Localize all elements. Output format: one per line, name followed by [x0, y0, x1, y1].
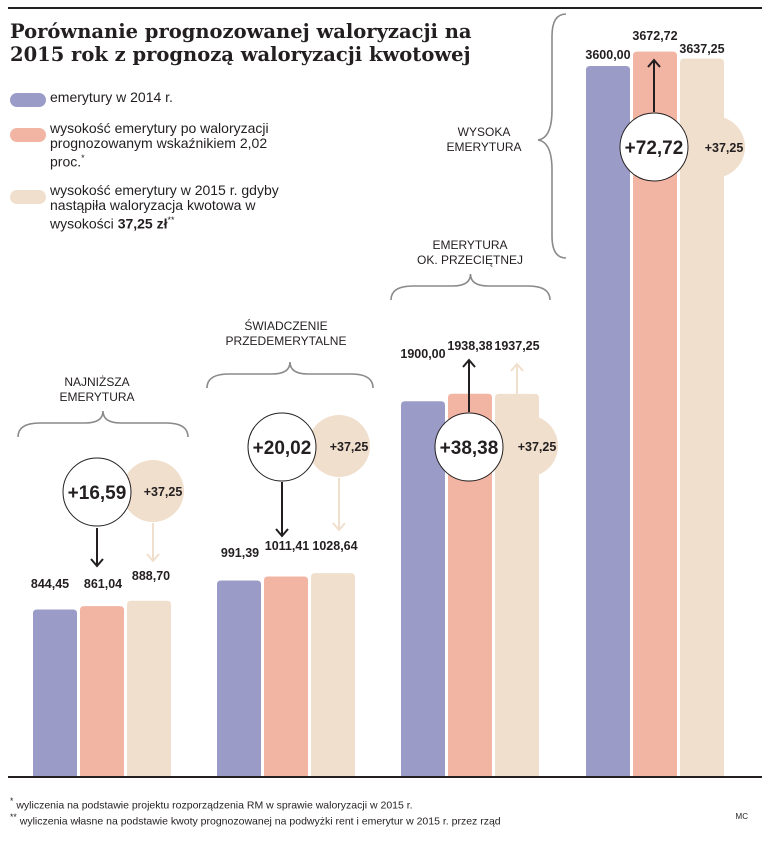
bar-g0-s0: [33, 609, 77, 776]
arrowhead-percent-g2: [462, 358, 476, 368]
top-rule: [8, 7, 762, 9]
amount-increase-label-g1: +37,25: [330, 440, 369, 454]
value-label-g3-s2: 3637,25: [679, 42, 724, 56]
bar-g3-s1: [633, 51, 677, 776]
category-brace-1: [206, 361, 374, 389]
amount-circle-g3: [683, 116, 745, 178]
arrowhead-amount-g1: [332, 522, 346, 532]
bar-g2-s0: [401, 401, 445, 776]
category-brace-3: [537, 13, 567, 259]
category-label-0-line0: NAJNIŻSZA: [64, 375, 129, 389]
category-label-2-line0: EMERYTURA: [432, 238, 507, 252]
percent-circle-g3: [619, 112, 689, 182]
amount-increase-label-g2: +37,25: [518, 440, 557, 454]
percent-increase-label-g3: +72,72: [625, 138, 684, 159]
bar-g1-s0: [217, 580, 261, 776]
legend-label-base: emerytury w 2014 r.: [50, 89, 173, 105]
category-label-3-line1: EMERYTURA: [446, 140, 521, 154]
legend-label-amount: wysokość emerytury w 2015 r. gdyby nastą…: [50, 182, 279, 232]
footnote-2: ** wyliczenia własne na podstawie kwoty …: [10, 812, 501, 828]
value-label-g2-s2: 1937,25: [494, 339, 539, 353]
legend-swatch-base: [10, 93, 46, 107]
value-label-g1-s0: 991,39: [221, 546, 259, 560]
category-label-1-line1: PRZEDEMERYTALNE: [226, 334, 347, 348]
value-label-g0-s2: 888,70: [132, 569, 170, 583]
value-label-g1-s2: 1028,64: [312, 539, 357, 553]
legend-swatch-amount: [10, 190, 46, 204]
percent-circle-g0: [62, 457, 132, 527]
bar-g2-s2: [495, 393, 539, 776]
amount-circle-g2: [496, 415, 558, 477]
value-label-g3-s0: 3600,00: [585, 48, 630, 62]
arrowhead-amount-g0: [146, 553, 160, 563]
category-brace-0: [17, 410, 189, 438]
value-label-g2-s1: 1938,38: [447, 339, 492, 353]
arrowhead-percent-g0: [90, 558, 104, 568]
value-label-g2-s0: 1900,00: [400, 347, 445, 361]
amount-circle-g1: [308, 415, 370, 477]
chart-title: Porównanie prognozowanej waloryzacji na …: [10, 20, 472, 66]
amount-increase-label-g3: +37,25: [705, 141, 744, 155]
credit: MC: [735, 812, 748, 821]
percent-circle-g2: [434, 412, 504, 482]
bar-g1-s2: [311, 573, 355, 776]
value-label-g0-s1: 861,04: [84, 577, 122, 591]
value-label-g3-s1: 3672,72: [632, 29, 677, 43]
category-label-3-line0: WYSOKA: [458, 125, 511, 139]
footnote-1: * wyliczenia na podstawie projektu rozpo…: [10, 796, 413, 812]
bar-g3-s0: [586, 66, 630, 776]
percent-circle-g1: [247, 412, 317, 482]
bar-g0-s1: [80, 606, 124, 776]
bar-g3-s2: [680, 58, 724, 777]
percent-increase-label-g1: +20,02: [253, 438, 312, 459]
amount-circle-g0: [122, 460, 184, 522]
legend-swatch-percent: [10, 128, 46, 142]
arrowhead-amount-g2: [510, 362, 524, 372]
percent-increase-label-g0: +16,59: [68, 483, 127, 504]
category-label-1-line0: ŚWIADCZENIE: [244, 318, 327, 333]
arrowhead-amount-g3: [695, 66, 709, 76]
bar-g0-s2: [127, 600, 171, 776]
value-label-g1-s1: 1011,41: [265, 539, 310, 553]
category-label-2-line1: OK. PRZECIĘTNEJ: [417, 253, 523, 267]
bar-g2-s1: [448, 393, 492, 776]
arrowhead-percent-g3: [647, 58, 661, 68]
category-label-0-line1: EMERYTURA: [59, 390, 134, 404]
amount-increase-label-g0: +37,25: [144, 485, 183, 499]
arrowhead-percent-g1: [275, 528, 289, 538]
bar-g1-s1: [264, 576, 308, 776]
legend-label-percent: wysokość emerytury po waloryzacji progno…: [50, 120, 269, 170]
value-label-g0-s0: 844,45: [31, 577, 69, 591]
category-brace-2: [390, 273, 551, 301]
percent-increase-label-g2: +38,38: [440, 438, 499, 459]
